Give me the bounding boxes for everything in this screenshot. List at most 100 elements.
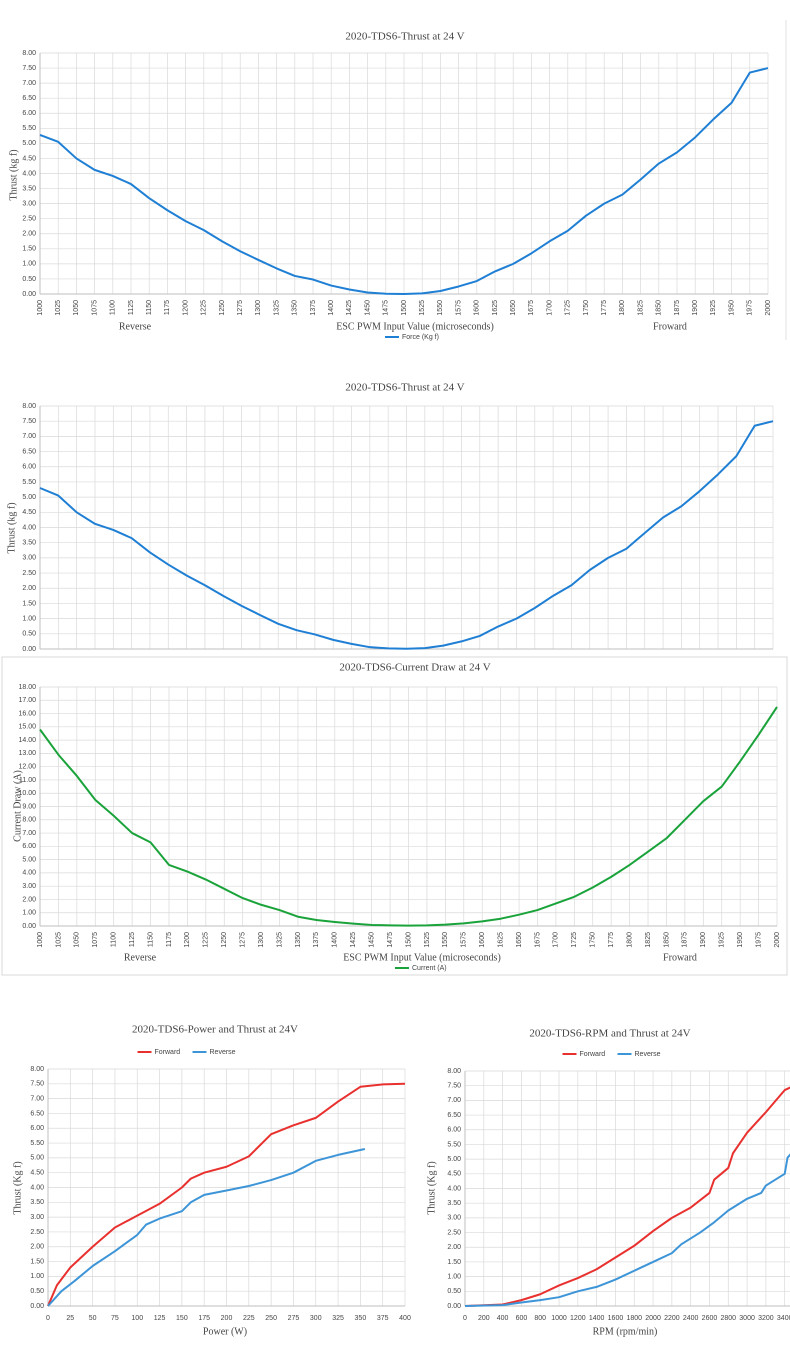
x-tick-label: 2000	[774, 932, 781, 948]
x-axis-label: ESC PWM Input Value (microseconds)	[336, 321, 494, 332]
x-tick-label: 1525	[424, 932, 431, 948]
x-tick-label: 1975	[755, 932, 762, 948]
x-tick-label: 1225	[201, 300, 208, 316]
legend-label: Forward	[155, 1049, 181, 1056]
x-tick-label: 125	[154, 1315, 166, 1322]
y-tick-label: 6.50	[447, 1112, 461, 1119]
x-tick-label: 1575	[455, 300, 462, 316]
x-tick-label: 1175	[164, 300, 171, 315]
y-tick-label: 0.50	[22, 631, 36, 638]
x-tick-label: 1550	[442, 932, 449, 948]
y-tick-label: 1.50	[447, 1259, 461, 1266]
x-tick-label: 2200	[664, 1315, 680, 1322]
y-tick-label: 14.00	[18, 737, 36, 744]
x-tick-label: 1150	[147, 932, 154, 947]
x-tick-label: 1300	[255, 300, 262, 316]
y-tick-label: 2.50	[447, 1229, 461, 1236]
x-tick-label: 350	[355, 1315, 367, 1322]
data-line	[39, 420, 774, 650]
x-tick-label: 1125	[128, 300, 135, 315]
x-tick-label: 1700	[553, 932, 560, 948]
y-tick-label: 4.50	[30, 1170, 44, 1177]
y-tick-label: 4.00	[22, 170, 36, 177]
x-tick-label: 250	[265, 1315, 277, 1322]
chart-title: 2020-TDS6-Thrust at 24 V	[345, 31, 464, 43]
data-line	[464, 1153, 790, 1307]
data-line	[47, 1148, 366, 1307]
y-tick-label: 5.00	[22, 494, 36, 501]
x-tick-label: 1275	[237, 300, 244, 316]
x-tick-label: 275	[288, 1315, 300, 1322]
y-tick-label: 0.00	[22, 291, 36, 298]
y-tick-label: 8.00	[30, 1066, 44, 1073]
x-tick-label: 1050	[73, 300, 80, 316]
x-tick-label: 1325	[276, 932, 283, 948]
x-tick-label: 1050	[74, 932, 81, 948]
x-tick-label: 1500	[401, 300, 408, 316]
y-tick-label: 13.00	[18, 750, 36, 757]
y-tick-label: 8.00	[22, 403, 36, 410]
y-tick-label: 3.50	[22, 540, 36, 547]
y-tick-label: 7.00	[30, 1095, 44, 1102]
annotation: Reverse	[119, 321, 152, 332]
chart-title: 2020-TDS6-Current Draw at 24 V	[339, 662, 490, 674]
x-tick-label: 0	[463, 1315, 467, 1322]
x-tick-label: 1875	[682, 932, 689, 948]
y-tick-label: 2.00	[22, 896, 36, 903]
y-tick-label: 3.00	[22, 555, 36, 562]
y-tick-label: 5.50	[447, 1141, 461, 1148]
chart-title: 2020-TDS6-Thrust at 24 V	[345, 382, 464, 394]
y-axis-label: Thrust (Kg f)	[12, 1161, 23, 1214]
y-tick-label: 7.50	[30, 1081, 44, 1088]
y-tick-label: 1.50	[30, 1258, 44, 1265]
y-tick-label: 3.50	[22, 185, 36, 192]
y-tick-label: 5.00	[30, 1155, 44, 1162]
x-tick-label: 1550	[437, 300, 444, 316]
y-tick-label: 5.00	[22, 140, 36, 147]
x-tick-label: 1025	[55, 300, 62, 316]
x-tick-label: 1900	[700, 932, 707, 948]
x-tick-label: 1100	[110, 300, 117, 315]
y-tick-label: 2.00	[447, 1244, 461, 1251]
x-tick-label: 1725	[571, 932, 578, 948]
data-line	[47, 1082, 406, 1307]
x-tick-label: 200	[221, 1315, 233, 1322]
x-tick-label: 1675	[534, 932, 541, 948]
y-axis-label: Thrust (kg f)	[8, 149, 19, 200]
x-tick-label: 1575	[461, 932, 468, 948]
x-tick-label: 1600	[608, 1315, 624, 1322]
y-tick-label: 18.00	[18, 684, 36, 691]
x-tick-label: 1750	[583, 300, 590, 316]
x-axis-label: ESC PWM Input Value (microseconds)	[343, 952, 501, 963]
x-tick-label: 1200	[184, 932, 191, 948]
x-axis-label: Power (W)	[203, 1326, 247, 1337]
x-tick-label: 800	[534, 1315, 546, 1322]
y-tick-label: 0.00	[22, 646, 36, 653]
annotation: Reverse	[124, 952, 157, 963]
x-tick-label: 1625	[497, 932, 504, 948]
x-tick-label: 1200	[570, 1315, 586, 1322]
y-tick-label: 3.00	[447, 1215, 461, 1222]
x-tick-label: 1300	[258, 932, 265, 948]
y-tick-label: 2.50	[22, 570, 36, 577]
y-tick-label: 0.00	[22, 923, 36, 930]
x-tick-label: 1775	[608, 932, 615, 948]
y-tick-label: 7.00	[22, 433, 36, 440]
y-tick-label: 15.00	[18, 724, 36, 731]
x-tick-label: 1650	[510, 300, 517, 316]
x-tick-label: 1400	[589, 1315, 605, 1322]
x-tick-label: 3200	[758, 1315, 774, 1322]
x-tick-label: 1850	[656, 300, 663, 316]
x-tick-label: 1875	[674, 300, 681, 316]
y-tick-label: 4.50	[22, 509, 36, 516]
y-tick-label: 5.00	[447, 1156, 461, 1163]
y-tick-label: 6.00	[22, 464, 36, 471]
x-tick-label: 400	[399, 1315, 411, 1322]
y-tick-label: 2.00	[22, 585, 36, 592]
x-tick-label: 100	[131, 1315, 143, 1322]
x-tick-label: 325	[332, 1315, 344, 1322]
y-tick-label: 5.50	[22, 125, 36, 132]
x-tick-label: 1000	[551, 1315, 567, 1322]
y-tick-label: 5.00	[22, 856, 36, 863]
x-tick-label: 1500	[405, 932, 412, 948]
